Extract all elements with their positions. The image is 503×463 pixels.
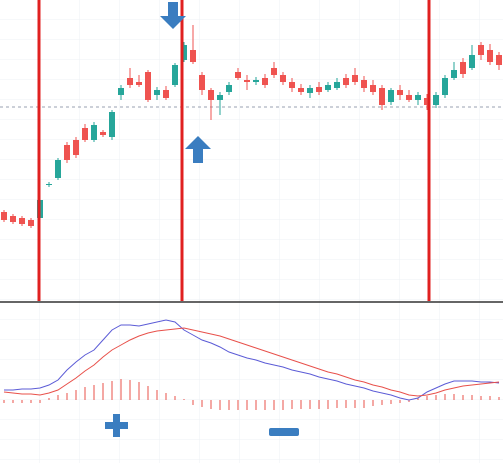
candle-body <box>190 50 196 62</box>
arrows <box>105 2 299 437</box>
candle-body <box>154 90 160 95</box>
candle-body <box>28 220 34 226</box>
candle-body <box>145 72 151 100</box>
candle-body <box>496 55 502 65</box>
candle-body <box>487 50 493 62</box>
candle-body <box>460 62 466 74</box>
candle-body <box>415 95 421 100</box>
candle-body <box>217 95 223 100</box>
plus-icon <box>105 414 128 437</box>
candle-body <box>100 132 106 135</box>
candle-body <box>244 80 250 82</box>
candle-body <box>262 78 268 85</box>
candle-body <box>316 87 322 92</box>
candle-body <box>433 95 439 105</box>
candle-body <box>55 160 61 178</box>
candle-body <box>127 78 133 85</box>
minus-icon <box>269 428 299 436</box>
candle-body <box>10 216 16 222</box>
candle-body <box>280 75 286 82</box>
candle-body <box>325 85 331 90</box>
candle-body <box>289 82 295 88</box>
candle-body <box>73 140 79 155</box>
candle-body <box>298 88 304 92</box>
candle-body <box>397 90 403 95</box>
candle-body <box>388 90 394 102</box>
candle-body <box>172 65 178 85</box>
candle-body <box>163 90 169 98</box>
candle-body <box>469 55 475 68</box>
candle-body <box>136 82 142 85</box>
candle-body <box>118 88 124 95</box>
candle-body <box>19 218 25 224</box>
candle-body <box>109 112 115 137</box>
candle-body <box>235 72 241 78</box>
marks <box>1 25 502 410</box>
candle-body <box>406 95 412 100</box>
candle-body <box>226 85 232 92</box>
candle-body <box>199 75 205 90</box>
up-arrow <box>185 136 211 163</box>
candle-body <box>1 212 7 220</box>
candle-body <box>361 80 367 88</box>
candle-body <box>271 68 277 75</box>
candle-body <box>424 98 430 105</box>
candle-body <box>82 128 88 140</box>
candle-body <box>208 90 214 100</box>
candle-body <box>379 88 385 105</box>
candle-body <box>442 78 448 95</box>
candle-body <box>307 88 313 93</box>
candle-body <box>370 85 376 92</box>
candle-body <box>352 75 358 82</box>
candle-body <box>181 45 187 60</box>
candle-body <box>253 80 259 82</box>
candle-body <box>91 125 97 140</box>
candle-body <box>451 70 457 78</box>
candle-body <box>46 184 52 185</box>
candle-body <box>64 145 70 160</box>
macd-line <box>3 327 500 397</box>
macd-line <box>4 319 500 401</box>
down-arrow <box>160 2 186 29</box>
candle-body <box>334 82 340 88</box>
candle-body <box>478 45 484 55</box>
candle-body <box>343 78 349 85</box>
